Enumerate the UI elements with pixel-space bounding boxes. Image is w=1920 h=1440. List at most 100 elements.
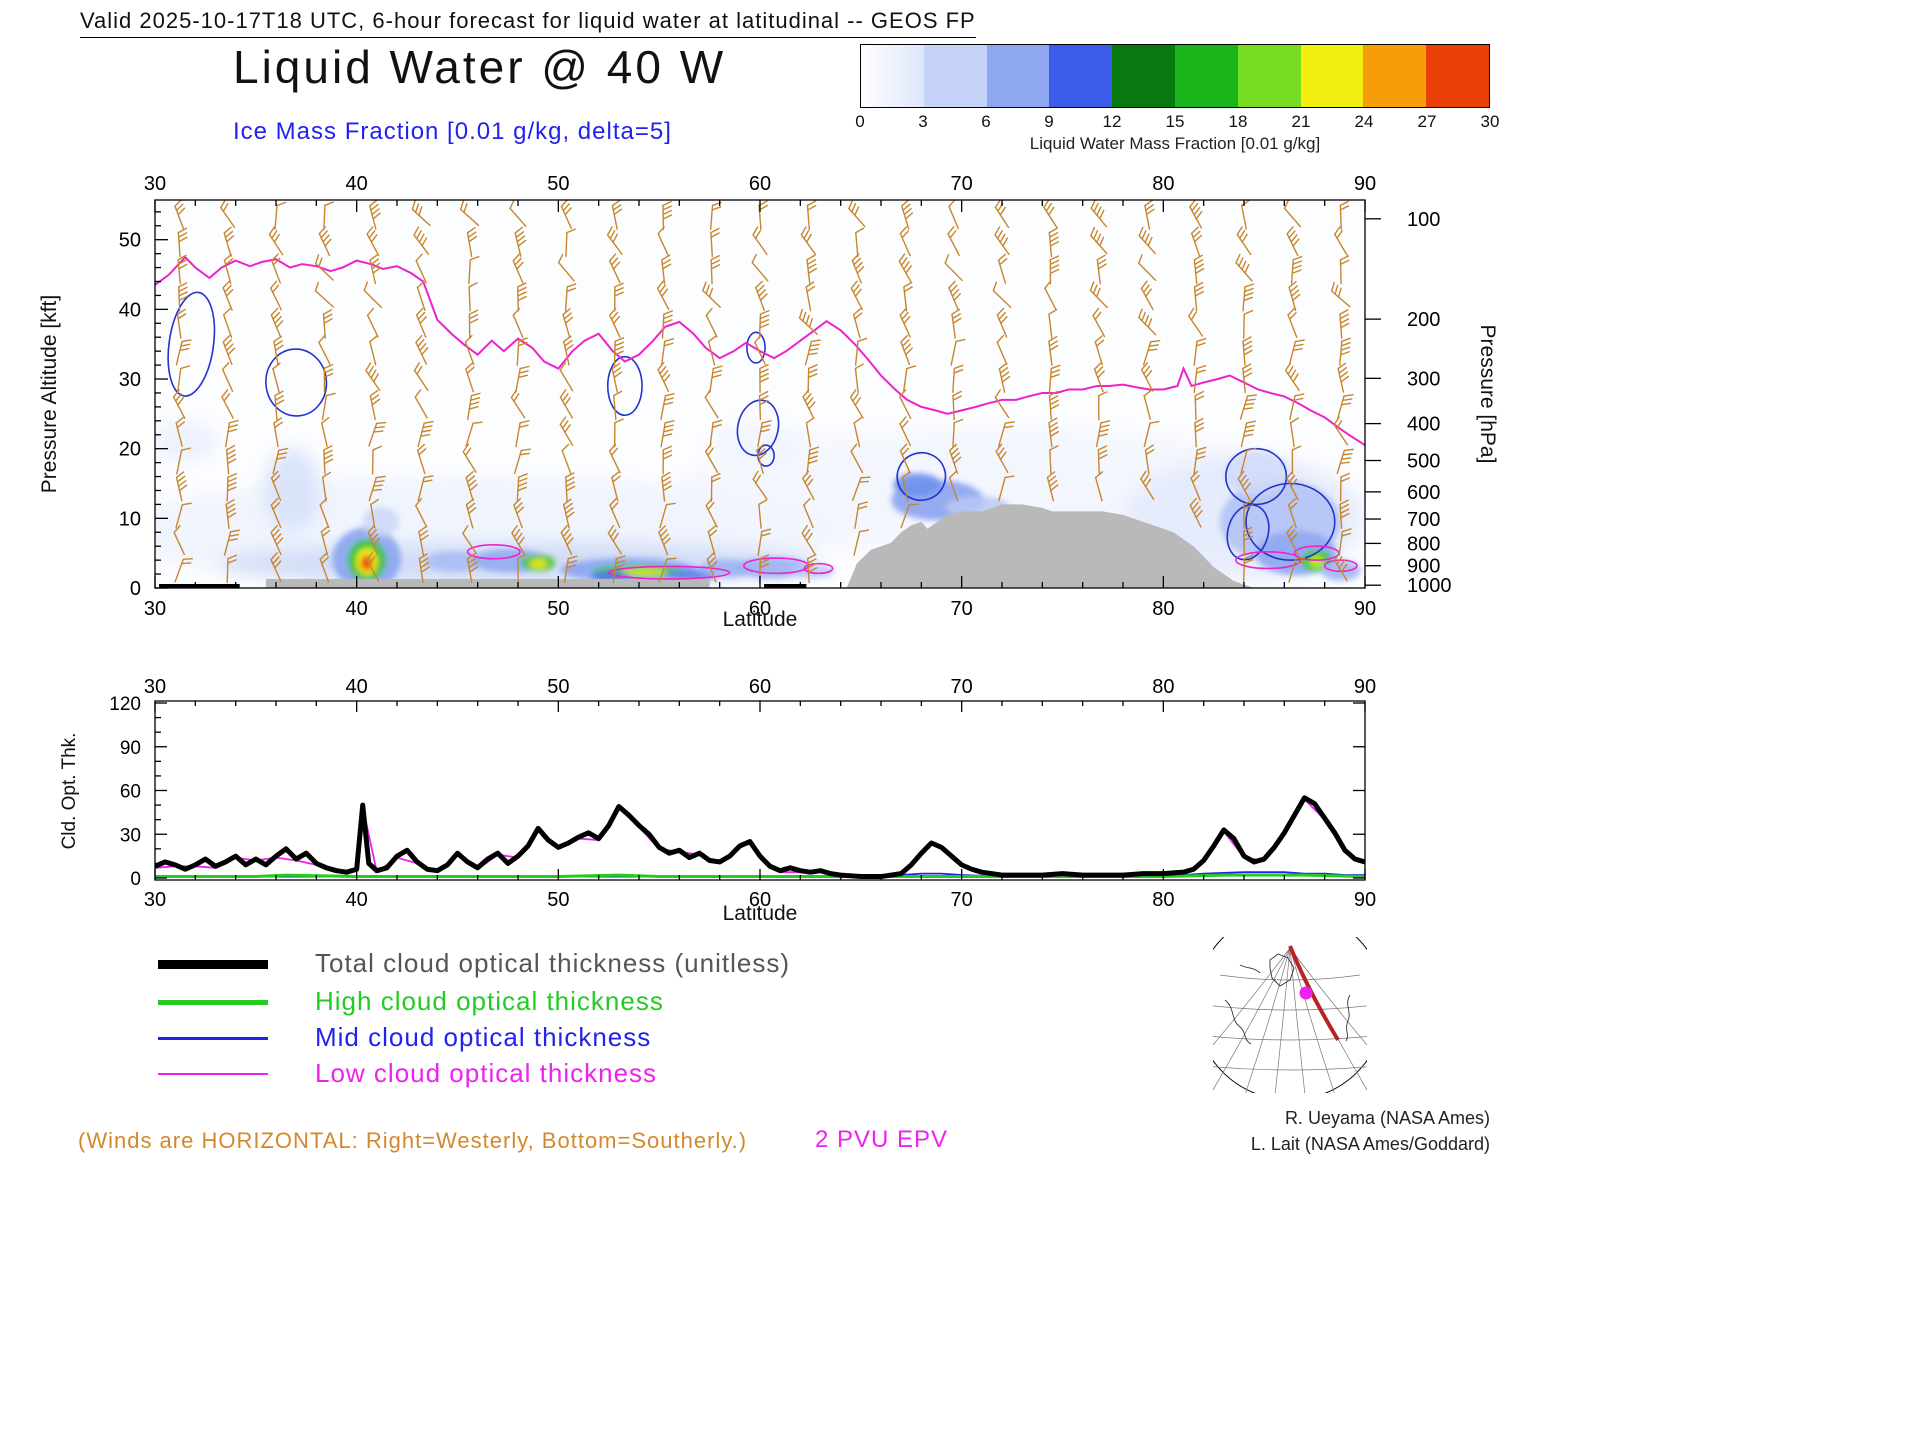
series-line (155, 795, 1365, 880)
colorbar-tick: 12 (1102, 112, 1122, 131)
svg-text:80: 80 (1152, 889, 1174, 911)
colorbar-segment (986, 45, 1050, 107)
svg-text:30: 30 (144, 598, 166, 620)
svg-text:60: 60 (749, 173, 771, 195)
svg-text:70: 70 (951, 598, 973, 620)
cross-section-marker (1299, 986, 1313, 1000)
colorbar-tick: 0 (855, 112, 865, 131)
svg-text:70: 70 (951, 889, 973, 911)
svg-text:50: 50 (547, 676, 569, 698)
colorbar-tick: 15 (1165, 112, 1185, 131)
legend-label-mid: Mid cloud optical thickness (315, 1022, 652, 1052)
svg-text:40: 40 (119, 299, 141, 321)
epv-label: 2 PVU EPV (815, 1126, 949, 1153)
legend-swatch-low (158, 1073, 268, 1075)
svg-text:40: 40 (346, 173, 368, 195)
svg-text:800: 800 (1407, 533, 1440, 555)
colorbar-segment (861, 45, 924, 107)
svg-text:60: 60 (749, 889, 771, 911)
svg-text:120: 120 (109, 694, 141, 715)
liquid-water-cores (332, 450, 1361, 588)
svg-text:900: 900 (1407, 556, 1440, 578)
x-axis-label-bottom-panel: Latitude (722, 902, 798, 925)
colorbar-segment (1049, 45, 1113, 107)
wind-barbs (172, 200, 1354, 584)
svg-text:30: 30 (120, 825, 141, 846)
colorbar-tick: 9 (1044, 112, 1054, 131)
svg-text:90: 90 (1354, 598, 1376, 620)
svg-text:70: 70 (951, 676, 973, 698)
credit-line-1: R. Ueyama (NASA Ames) (1284, 1108, 1490, 1128)
colorbar-segment (923, 45, 987, 107)
svg-text:20: 20 (119, 439, 141, 461)
valid-line: Valid 2025-10-17T18 UTC, 6-hour forecast… (80, 8, 976, 38)
colorbar-segment (1112, 45, 1175, 107)
svg-text:60: 60 (749, 598, 771, 620)
page-title: Liquid Water @ 40 W (233, 41, 727, 93)
svg-text:0: 0 (130, 578, 141, 600)
svg-text:90: 90 (1354, 889, 1376, 911)
svg-text:90: 90 (120, 738, 141, 759)
svg-text:100: 100 (1407, 209, 1440, 231)
legend-swatch-high (158, 999, 268, 1005)
ice-mass-fraction-contours (167, 291, 1336, 561)
svg-text:600: 600 (1407, 482, 1440, 504)
map-coastlines (1224, 953, 1351, 1045)
x-axis-label-top-panel: Latitude (722, 608, 798, 631)
svg-text:40: 40 (346, 889, 368, 911)
bottom-panel-axes (154, 700, 1366, 881)
svg-text:500: 500 (1407, 451, 1440, 473)
optical-thickness-plot (155, 795, 1365, 880)
colorbar-segment (1237, 45, 1301, 107)
y-axis-label-right: Pressure [hPa] (1476, 324, 1499, 464)
svg-text:90: 90 (1354, 676, 1376, 698)
colorbar-segment (1300, 45, 1364, 107)
colorbar-tick: 3 (918, 112, 928, 131)
surface-black-segment (764, 584, 807, 588)
svg-text:40: 40 (346, 598, 368, 620)
y-axis-label-left: Pressure Altitude [kft] (38, 294, 61, 494)
cross-section-plot (155, 200, 1365, 588)
subtitle-ice-mass-fraction: Ice Mass Fraction [0.01 g/kg, delta=5] (233, 118, 672, 145)
colorbar-tick: 18 (1228, 112, 1248, 131)
svg-text:90: 90 (1354, 173, 1376, 195)
y-axis-label-bottom-panel: Cld. Opt. Thk. (59, 732, 80, 850)
map-inset (1213, 937, 1367, 1093)
terrain-greenland (846, 504, 1255, 588)
svg-text:80: 80 (1152, 173, 1174, 195)
surface-gray-band (265, 578, 710, 588)
series-line (155, 798, 1365, 878)
svg-text:0: 0 (130, 869, 141, 890)
svg-text:30: 30 (119, 369, 141, 391)
svg-text:80: 80 (1152, 676, 1174, 698)
svg-text:200: 200 (1407, 309, 1440, 331)
svg-text:700: 700 (1407, 509, 1440, 531)
colorbar-tick: 24 (1354, 112, 1374, 131)
svg-text:40: 40 (346, 676, 368, 698)
svg-text:30: 30 (144, 676, 166, 698)
svg-text:30: 30 (144, 173, 166, 195)
surface-black-segment (159, 584, 240, 588)
svg-text:80: 80 (1152, 598, 1174, 620)
colorbar-tick: 30 (1480, 112, 1500, 131)
svg-text:400: 400 (1407, 414, 1440, 436)
svg-text:1000: 1000 (1407, 575, 1452, 597)
colorbar-segment (1363, 45, 1427, 107)
winds-note: (Winds are HORIZONTAL: Right=Westerly, B… (78, 1128, 748, 1153)
svg-text:50: 50 (547, 173, 569, 195)
svg-text:300: 300 (1407, 368, 1440, 390)
top-panel-tick-labels: 3030404050506060707080809090010203040501… (119, 173, 1452, 620)
colorbar-segment (1174, 45, 1238, 107)
svg-text:60: 60 (120, 782, 141, 803)
svg-text:50: 50 (547, 598, 569, 620)
svg-text:70: 70 (951, 173, 973, 195)
colorbar (860, 44, 1490, 108)
colorbar-tick: 27 (1417, 112, 1437, 131)
legend-label-high: High cloud optical thickness (315, 986, 664, 1016)
colorbar-segment (1426, 45, 1489, 107)
svg-text:50: 50 (547, 889, 569, 911)
credit-line-2: L. Lait (NASA Ames/Goddard) (1250, 1134, 1490, 1154)
